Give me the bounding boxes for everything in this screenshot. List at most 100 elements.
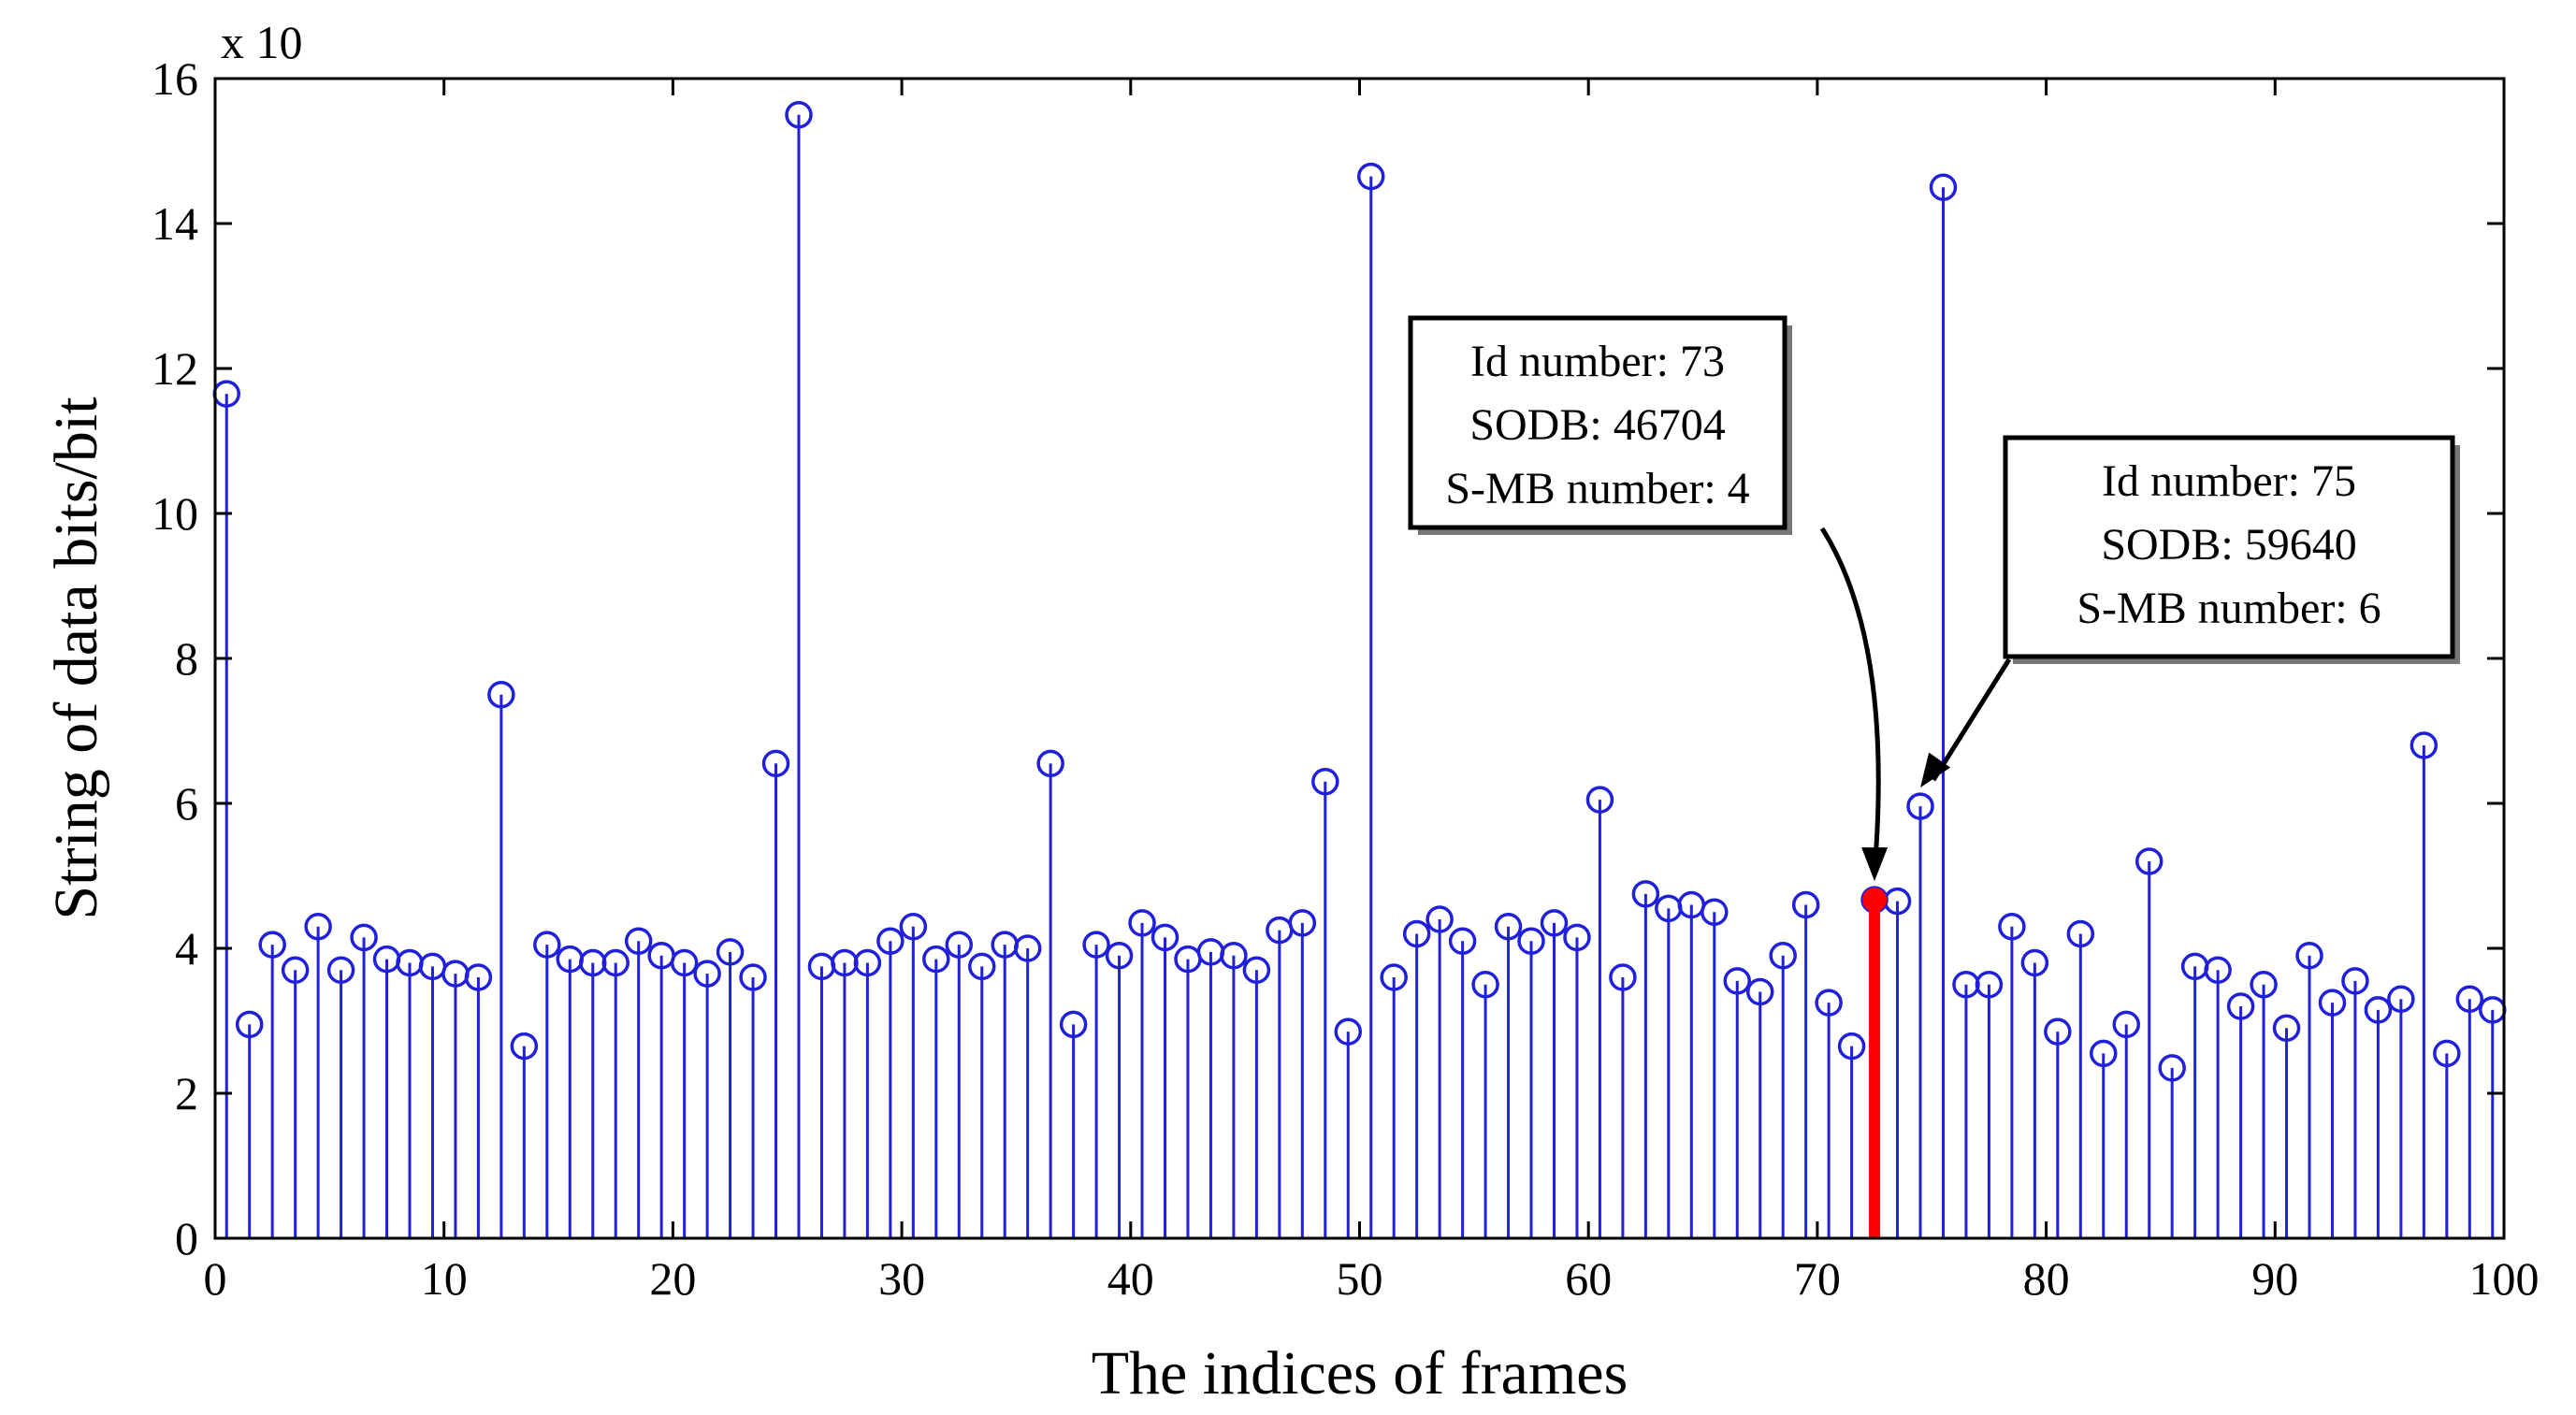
x-axis: 0 10 20 30 40 50 60 70 80 90 100 (204, 79, 2540, 1305)
stem-marker (2387, 985, 2415, 1013)
callout: Id number: 75 SODB: 59640 S-MB number: 6 (1920, 435, 2460, 788)
stem-marker (2250, 971, 2278, 999)
stem-marker (1059, 1010, 1088, 1039)
x-axis-label: The indices of frames (1092, 1339, 1628, 1408)
stem-marker (716, 938, 745, 966)
callout-arrow (1819, 527, 1881, 873)
stem-series (212, 101, 2507, 1238)
stem-marker (1609, 963, 1637, 991)
stem-marker (1723, 967, 1752, 995)
stem-marker (1563, 923, 1591, 952)
x-tick-label: 100 (2469, 1252, 2540, 1305)
stem-marker (853, 948, 882, 977)
stem-marker (1036, 749, 1064, 778)
stem-marker (2020, 948, 2049, 977)
callout-line: Id number: 73 (1470, 337, 1725, 386)
y-tick-label: 2 (175, 1067, 198, 1119)
stem-marker (2295, 942, 2323, 970)
x-tick-label: 20 (649, 1252, 696, 1305)
stem-marker (1540, 909, 1569, 937)
x-tick-label: 30 (878, 1252, 925, 1305)
stem-marker (1311, 768, 1339, 796)
stem-marker (2066, 919, 2095, 948)
stem-marker (487, 681, 515, 709)
stem-marker (967, 952, 996, 981)
highlight-layer (1862, 888, 1888, 1238)
stem-marker (945, 931, 974, 959)
callout-line: S-MB number: 4 (1445, 464, 1749, 513)
stem-marker (1769, 942, 1797, 970)
callout-box (1408, 315, 1787, 530)
y-tick-label: 10 (152, 487, 198, 540)
y-tick-label: 12 (152, 342, 198, 395)
stem-marker (2135, 847, 2164, 875)
stem-marker (1151, 923, 1179, 952)
stem-marker (1815, 989, 1843, 1017)
stem-marker (1448, 927, 1477, 955)
callout-line: Id number: 75 (2102, 456, 2356, 506)
y-axis: 0 2 4 6 8 10 12 14 16 (152, 52, 2504, 1264)
stem-marker (1517, 927, 1545, 955)
stem-marker (624, 927, 653, 955)
stem-marker (1105, 942, 1134, 970)
stem-marker (2226, 992, 2255, 1020)
stem-marker (1837, 1032, 1866, 1061)
x-tick-label: 40 (1107, 1252, 1154, 1305)
stem-marker (2410, 731, 2439, 759)
stem-marker (1013, 934, 1042, 962)
x-tick-label: 10 (421, 1252, 468, 1305)
stem-marker (1288, 909, 1317, 937)
x-tick-label: 70 (1794, 1252, 1841, 1305)
stem-marker (2272, 1014, 2301, 1042)
callout-arrow (1931, 657, 2012, 782)
stem-marker (304, 913, 332, 941)
stem-marker (1906, 792, 1934, 820)
y-tick-label: 6 (175, 777, 198, 830)
stem-marker (1380, 963, 1408, 991)
stem-marker (2433, 1039, 2461, 1068)
stem-marker (533, 931, 561, 959)
stem-marker (1585, 786, 1614, 814)
stem-marker (235, 1010, 264, 1039)
stem-marker (2318, 989, 2347, 1017)
y-axis-label: String of data bits/bit (42, 397, 110, 919)
stem-marker (670, 948, 699, 977)
stem-marker (693, 960, 721, 988)
stem-marker (761, 749, 790, 778)
stem-marker (258, 931, 286, 959)
stem-marker (601, 948, 630, 977)
stem-marker (326, 956, 355, 984)
x-tick-label: 60 (1565, 1252, 1612, 1305)
stem-marker (281, 956, 310, 984)
stem-marker (1631, 880, 1660, 908)
stem-marker (2364, 996, 2393, 1024)
stem-marker (2044, 1018, 2072, 1046)
y-tick-label: 0 (175, 1212, 198, 1264)
stem-marker (1425, 905, 1454, 933)
highlight-marker (1862, 888, 1888, 913)
x-tick-label: 0 (204, 1252, 227, 1305)
stem-marker (2204, 956, 2232, 984)
stem-marker (2112, 1010, 2140, 1039)
stem-marker (2158, 1054, 2186, 1082)
callout: Id number: 73 SODB: 46704 S-MB number: 4 (1408, 315, 1889, 882)
stem-marker (922, 945, 950, 974)
callout-box (2003, 435, 2455, 659)
stem-marker (1334, 1018, 1363, 1046)
y-tick-label: 4 (175, 922, 198, 975)
stem-marker (1128, 909, 1156, 937)
y-tick-label: 16 (152, 52, 198, 105)
stem-marker (876, 927, 904, 955)
stem-marker (1929, 173, 1958, 201)
callout-line: SODB: 46704 (1469, 400, 1725, 450)
stem-marker (1975, 971, 2004, 999)
stem-marker (2341, 967, 2369, 995)
y-tick-label: 8 (175, 632, 198, 685)
stem-marker (1745, 977, 1774, 1006)
stem-marker (2090, 1039, 2118, 1068)
callout-arrowhead (1861, 847, 1889, 882)
stem-marker (2455, 985, 2484, 1013)
x-tick-label: 90 (2251, 1252, 2298, 1305)
